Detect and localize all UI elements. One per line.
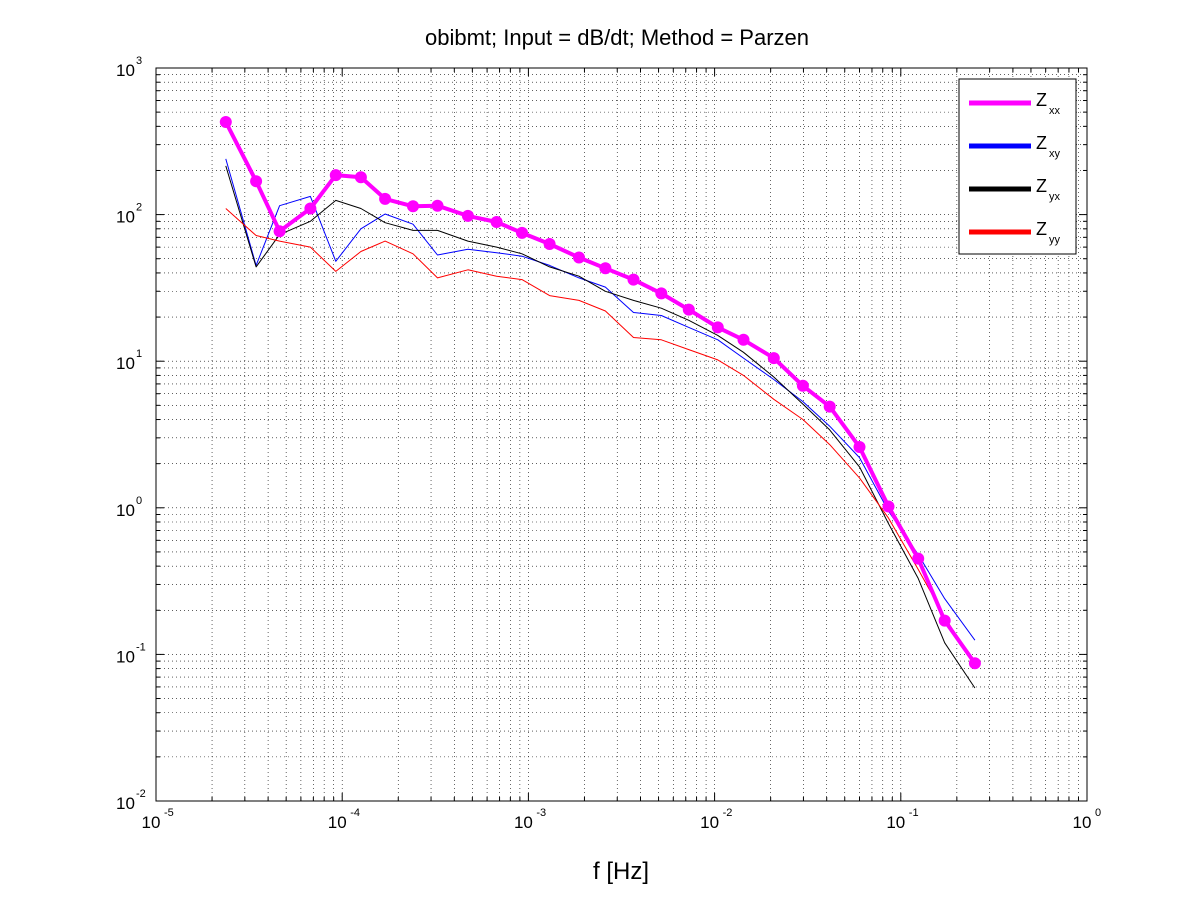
series-layer bbox=[219, 116, 981, 689]
series-point-xx bbox=[543, 238, 556, 250]
series-point-xx bbox=[304, 202, 317, 215]
axis-ticks: 10 -5 10 -4 10 -3 10 -2 10 -1 10 010 -210 -110 010 110 2… bbox=[116, 55, 1101, 832]
series-point-xx bbox=[516, 226, 528, 239]
series-point-xx bbox=[655, 287, 668, 300]
y-tick-label: 10 bbox=[116, 208, 135, 227]
legend-subscript-xx: xx bbox=[1049, 105, 1061, 117]
series-line-xy bbox=[225, 158, 976, 641]
series-point-xx bbox=[853, 441, 866, 453]
legend-label-yy: Z bbox=[1036, 219, 1047, 239]
series-point-xx bbox=[250, 175, 263, 188]
x-tick-label: 10 bbox=[886, 813, 905, 832]
series-point-xx bbox=[823, 400, 836, 413]
series-point-xx bbox=[273, 225, 286, 238]
x-tick-label: 10 bbox=[328, 813, 347, 832]
y-tick-label: 10 bbox=[116, 647, 135, 666]
series-point-xx bbox=[711, 321, 724, 334]
series-point-xx bbox=[737, 333, 750, 346]
y-tick-exponent: 1 bbox=[136, 348, 142, 360]
legend-label-yx: Z bbox=[1036, 176, 1047, 196]
y-tick-label: 10 bbox=[116, 794, 135, 813]
y-tick-exponent: -1 bbox=[136, 641, 146, 653]
legend-label-xy: Z bbox=[1036, 133, 1047, 153]
x-axis-label: f [Hz] bbox=[593, 858, 649, 885]
legend-subscript-xy: xy bbox=[1049, 148, 1061, 160]
x-tick-label: 10 bbox=[142, 813, 161, 832]
y-tick-label: 10 bbox=[116, 61, 135, 80]
chart-title: obibmt; Input = dB/dt; Method = Parzen bbox=[425, 25, 809, 50]
series-point-xx bbox=[767, 352, 780, 365]
series-point-xx bbox=[682, 303, 695, 316]
y-tick-exponent: 3 bbox=[136, 55, 142, 67]
series-point-xx bbox=[490, 216, 503, 228]
y-tick-exponent: -2 bbox=[136, 788, 146, 800]
x-tick-label: 10 bbox=[514, 813, 533, 832]
legend-subscript-yx: yx bbox=[1049, 191, 1061, 203]
series-point-xx bbox=[968, 657, 981, 670]
series-point-xx bbox=[329, 169, 342, 182]
x-tick-exponent: -4 bbox=[350, 807, 360, 819]
x-tick-exponent: -3 bbox=[536, 807, 546, 819]
series-line-xx bbox=[224, 121, 977, 665]
x-tick-exponent: -1 bbox=[909, 807, 919, 819]
legend-box bbox=[958, 78, 1077, 255]
x-tick-label: 10 bbox=[1073, 813, 1092, 832]
x-tick-exponent: -5 bbox=[164, 807, 174, 819]
x-tick-label: 10 bbox=[700, 813, 719, 832]
series-point-xx bbox=[354, 171, 367, 184]
series-point-xx bbox=[219, 116, 232, 128]
series-point-xx bbox=[627, 273, 640, 286]
series-point-xx bbox=[379, 192, 392, 205]
series-line-yx bbox=[225, 165, 976, 689]
series-point-xx bbox=[573, 251, 585, 264]
series-point-xx bbox=[912, 552, 925, 565]
series-point-xx bbox=[461, 209, 474, 222]
series-point-xx bbox=[599, 262, 612, 275]
x-tick-exponent: -2 bbox=[723, 807, 733, 819]
series-point-xx bbox=[882, 500, 895, 513]
legend-subscript-yy: yy bbox=[1049, 234, 1061, 246]
y-tick-exponent: 0 bbox=[136, 495, 142, 507]
plot-area-frame bbox=[155, 67, 1088, 802]
series-point-xx bbox=[407, 200, 419, 213]
y-tick-label: 10 bbox=[116, 501, 135, 520]
y-tick-label: 10 bbox=[116, 354, 135, 373]
x-tick-exponent: 0 bbox=[1095, 807, 1101, 819]
series-point-xx bbox=[431, 199, 444, 212]
series-point-xx bbox=[796, 379, 809, 392]
series-point-xx bbox=[938, 614, 951, 627]
y-tick-exponent: 2 bbox=[136, 202, 142, 214]
legend-label-xx: Z bbox=[1036, 90, 1047, 110]
series-line-yy bbox=[225, 208, 976, 665]
